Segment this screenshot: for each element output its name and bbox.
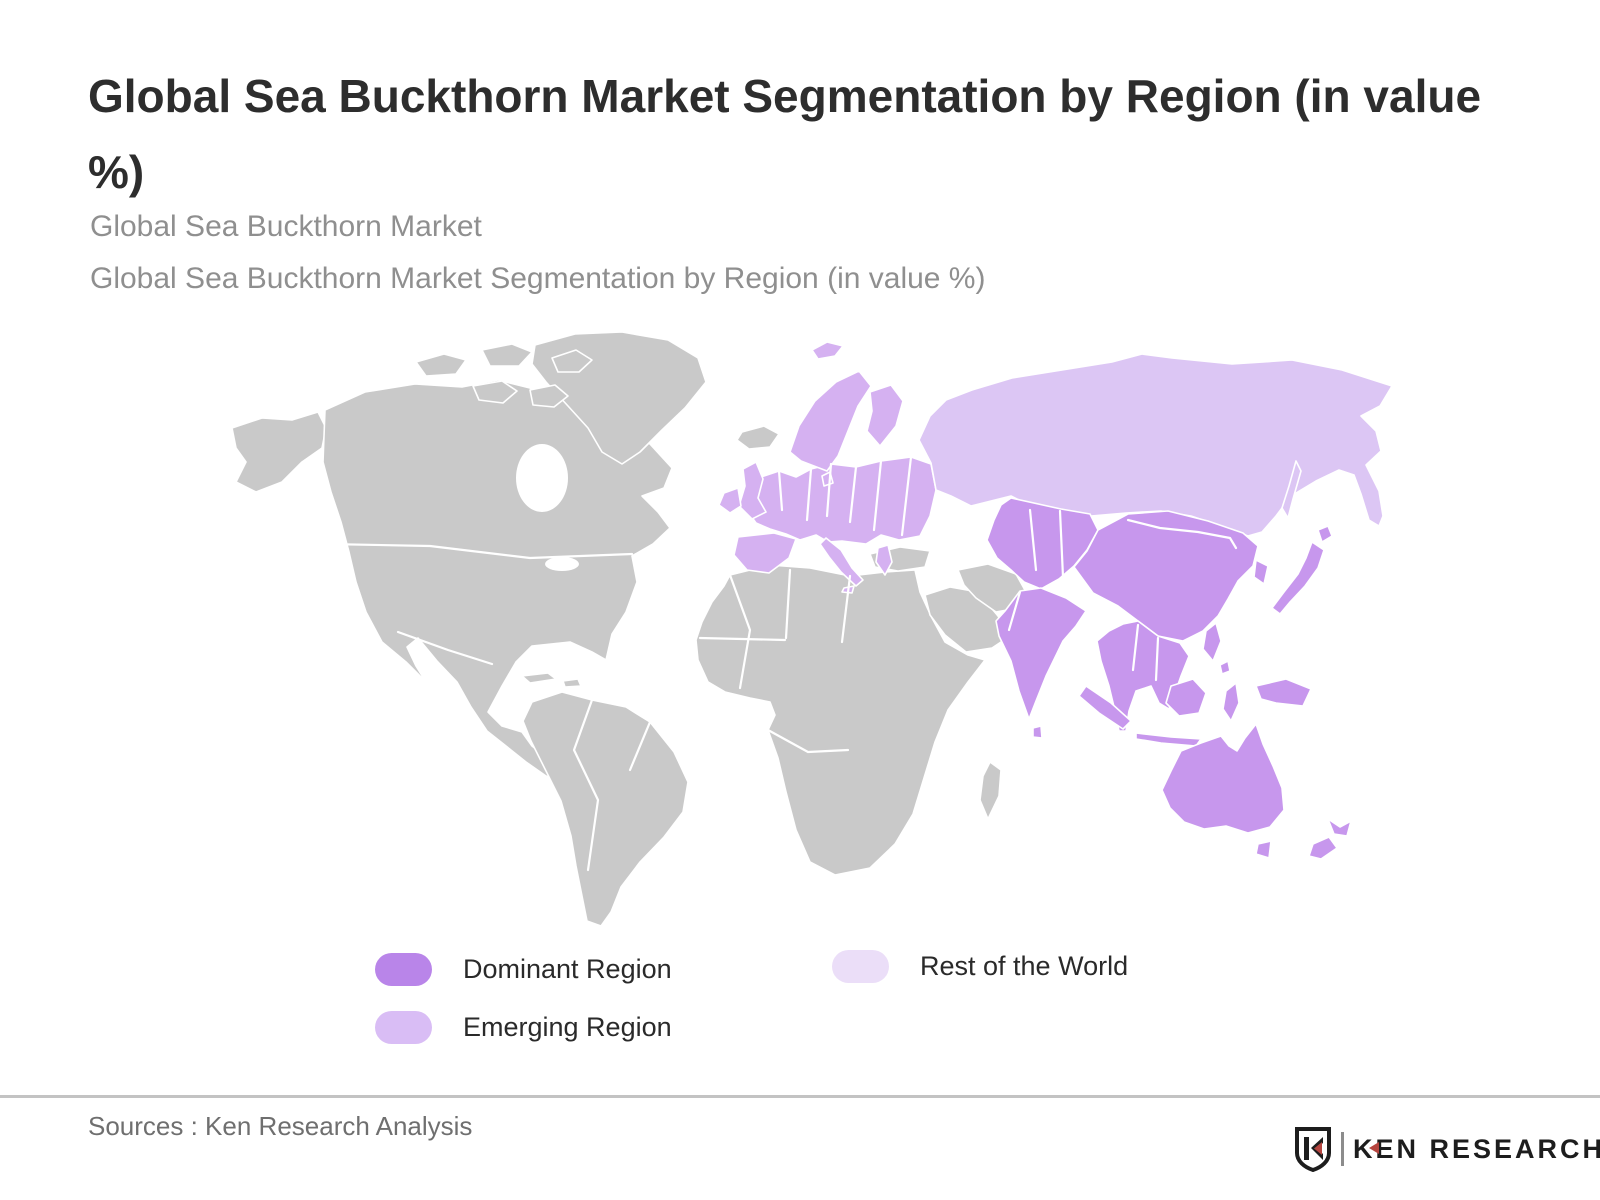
border-africa-1	[728, 573, 752, 690]
ken-research-shield-icon	[1295, 1127, 1331, 1172]
map-region-south-america[interactable]	[522, 691, 689, 927]
map-region-iberia[interactable]	[733, 532, 797, 574]
map-region-hokkaido[interactable]	[1317, 525, 1333, 543]
border-europe-6	[900, 455, 913, 537]
border-central-asia-2	[1058, 509, 1065, 579]
border-europe-4	[848, 465, 858, 524]
map-region-china-mongolia[interactable]	[1073, 510, 1259, 642]
border-africa-4	[698, 636, 787, 642]
chart-subtitle-market: Global Sea Buckthorn Market	[90, 210, 482, 243]
legend-label-emerging: Emerging Region	[463, 1012, 672, 1042]
border-africa-3	[840, 574, 852, 644]
world-map-svg	[231, 331, 1393, 927]
logo-k-accent-triangle	[1369, 1141, 1379, 1154]
map-region-philippines[interactable]	[1202, 622, 1222, 662]
border-europe-5	[872, 459, 883, 532]
map-region-korea[interactable]	[1253, 559, 1269, 585]
legend-swatch-emerging	[375, 1011, 432, 1044]
border-europe-3	[825, 462, 833, 518]
map-region-scandinavia[interactable]	[789, 370, 872, 472]
map-region-sakhalin[interactable]	[1281, 460, 1302, 519]
map-region-russia[interactable]	[918, 353, 1393, 537]
logo-text-wrap: KEN RESEARCH	[1353, 1134, 1600, 1165]
legend-label-dominant: Dominant Region	[463, 954, 672, 984]
map-region-arctic-island-4[interactable]	[472, 380, 518, 404]
map-region-sumatra[interactable]	[1078, 685, 1132, 730]
legend-swatch-rest-of-world	[832, 950, 889, 983]
border-south-america-2	[628, 720, 652, 772]
map-region-madagascar[interactable]	[979, 761, 1002, 820]
legend-swatch-dominant	[375, 953, 432, 986]
map-region-arctic-island-5[interactable]	[529, 384, 569, 408]
map-region-italy[interactable]	[819, 537, 864, 587]
logo-separator	[1341, 1132, 1344, 1166]
border-indochina-2	[1154, 636, 1160, 682]
border-europe-2	[805, 467, 813, 522]
map-region-arctic-island-2[interactable]	[481, 343, 533, 367]
map-region-borneo[interactable]	[1165, 678, 1207, 717]
map-region-japan[interactable]	[1271, 541, 1325, 615]
map-region-hispaniola[interactable]	[562, 678, 582, 688]
legend-item-emerging: Emerging Region	[375, 1011, 672, 1044]
footer-divider	[0, 1095, 1600, 1098]
border-indochina-1	[1131, 623, 1140, 672]
legend-item-dominant: Dominant Region	[375, 953, 672, 986]
legend-item-rest-of-world: Rest of the World	[832, 950, 1128, 983]
map-region-new-zealand-south[interactable]	[1308, 836, 1338, 860]
border-canada-usa	[324, 542, 634, 560]
map-region-java[interactable]	[1135, 732, 1202, 747]
source-text: Sources : Ken Research Analysis	[88, 1111, 473, 1141]
hudson-bay	[516, 444, 568, 512]
border-central-asia-1	[1028, 508, 1038, 572]
map-region-australia[interactable]	[1161, 723, 1285, 834]
map-region-europe-mainland[interactable]	[744, 456, 937, 545]
ken-research-logo: KEN RESEARCH	[1293, 1126, 1600, 1172]
map-region-cuba[interactable]	[521, 672, 557, 684]
map-region-arctic-island-1[interactable]	[415, 353, 467, 377]
map-region-india[interactable]	[995, 587, 1087, 720]
legend-label-rest-of-world: Rest of the World	[920, 951, 1129, 981]
world-map	[230, 330, 1480, 930]
logo-text: KEN RESEARCH	[1353, 1133, 1600, 1164]
border-mongolia	[1126, 518, 1238, 550]
map-region-sulawesi[interactable]	[1222, 682, 1240, 722]
map-region-philippines-south[interactable]	[1219, 660, 1231, 675]
map-region-tasmania[interactable]	[1255, 840, 1272, 859]
border-india-pakistan	[1007, 590, 1022, 632]
border-africa-2	[784, 568, 792, 640]
map-region-iceland[interactable]	[736, 425, 780, 450]
map-region-alaska[interactable]	[231, 411, 327, 493]
map-region-new-zealand-north[interactable]	[1327, 818, 1352, 837]
chart-subtitle-segmentation: Global Sea Buckthorn Market Segmentation…	[90, 262, 986, 295]
map-region-ireland[interactable]	[718, 487, 742, 514]
map-region-united-kingdom[interactable]	[738, 461, 767, 520]
border-africa-5	[766, 728, 850, 754]
border-usa-mexico	[396, 630, 494, 666]
border-south-america-1	[572, 698, 600, 872]
great-lakes	[545, 557, 579, 571]
border-europe-1	[777, 469, 784, 512]
map-region-sri-lanka[interactable]	[1032, 725, 1043, 739]
map-region-finland[interactable]	[866, 384, 904, 447]
map-region-arctic-island-3[interactable]	[551, 349, 593, 373]
map-region-greece[interactable]	[875, 544, 893, 576]
map-region-new-guinea[interactable]	[1255, 678, 1312, 707]
page-title: Global Sea Buckthorn Market Segmentation…	[88, 70, 1482, 198]
map-region-svalbard[interactable]	[811, 341, 844, 360]
